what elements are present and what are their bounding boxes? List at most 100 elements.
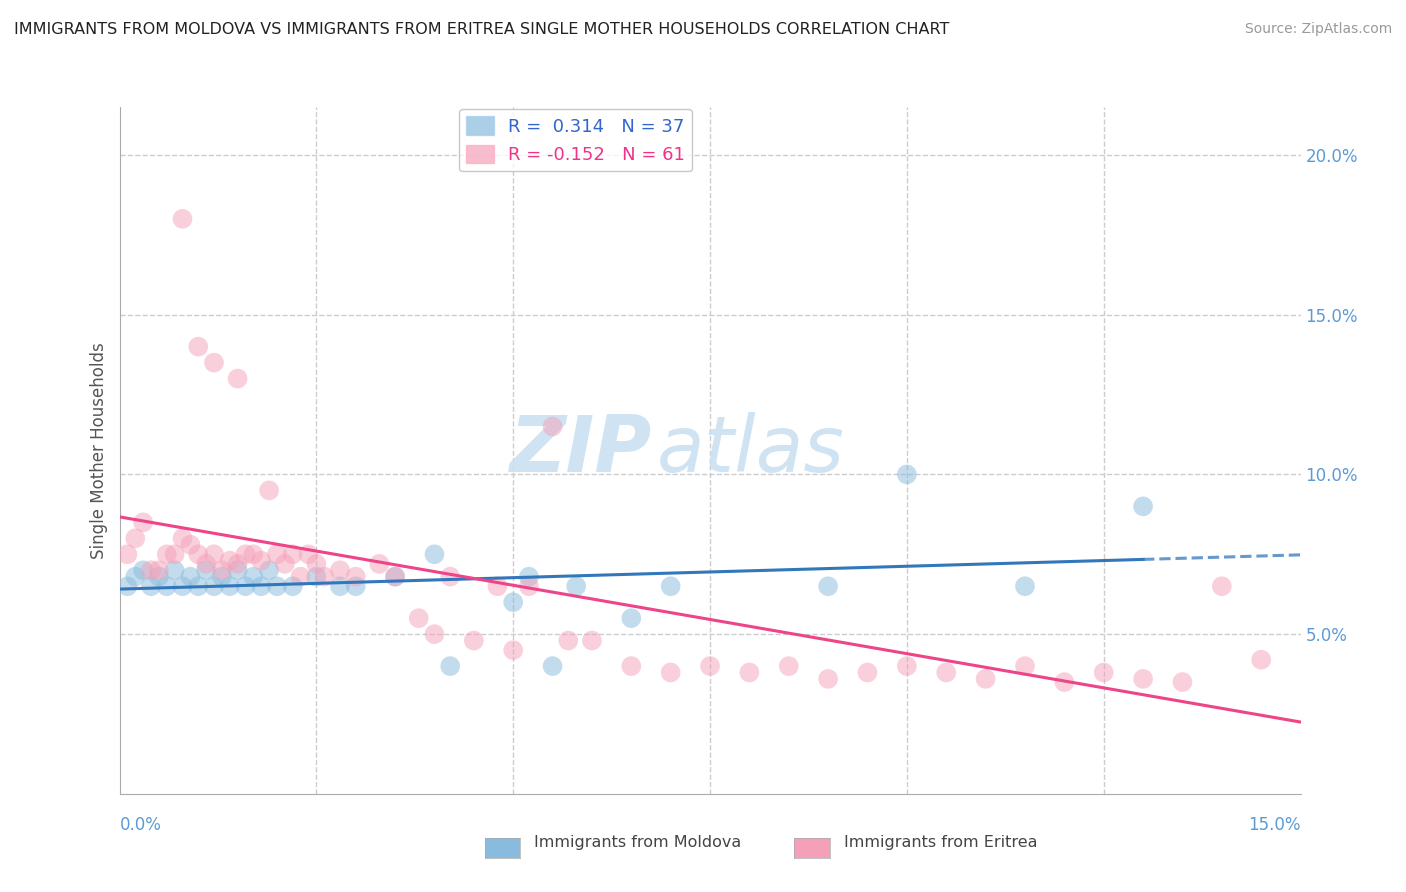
Point: [1014, 579, 1036, 593]
Text: atlas: atlas: [657, 412, 845, 489]
Point: [226, 557, 249, 571]
Point: [117, 547, 139, 561]
Point: [517, 579, 540, 593]
Text: ZIP: ZIP: [509, 412, 651, 489]
Point: [257, 483, 280, 498]
Point: [281, 579, 304, 593]
Point: [187, 340, 209, 354]
Point: [172, 211, 194, 226]
Point: [329, 579, 352, 593]
Point: [132, 516, 155, 530]
Point: [117, 579, 139, 593]
Point: [541, 659, 564, 673]
Point: [156, 547, 179, 561]
Point: [172, 579, 194, 593]
Point: [235, 579, 257, 593]
Point: [226, 563, 249, 577]
Point: [250, 554, 273, 568]
Point: [659, 665, 682, 680]
Text: 0.0%: 0.0%: [120, 816, 162, 834]
Point: [211, 563, 233, 577]
Text: Source: ZipAtlas.com: Source: ZipAtlas.com: [1244, 22, 1392, 37]
Point: [699, 659, 721, 673]
Point: [218, 554, 240, 568]
Point: [195, 563, 218, 577]
Point: [266, 547, 288, 561]
Point: [439, 659, 461, 673]
Point: [1053, 675, 1076, 690]
Point: [896, 467, 918, 482]
Point: [329, 563, 352, 577]
Point: [344, 569, 367, 583]
Point: [1211, 579, 1233, 593]
Point: [242, 547, 264, 561]
Point: [281, 547, 304, 561]
Point: [202, 356, 225, 370]
Point: [124, 531, 146, 545]
Point: [226, 371, 249, 385]
Point: [974, 672, 997, 686]
Point: [738, 665, 761, 680]
Point: [408, 611, 430, 625]
Point: [202, 547, 225, 561]
Point: [502, 595, 524, 609]
Point: [463, 633, 485, 648]
Point: [423, 627, 446, 641]
Text: Immigrants from Eritrea: Immigrants from Eritrea: [844, 836, 1038, 850]
Point: [1250, 653, 1272, 667]
Point: [1014, 659, 1036, 673]
Point: [179, 538, 201, 552]
Point: [179, 569, 201, 583]
Point: [541, 419, 564, 434]
Point: [517, 569, 540, 583]
Point: [439, 569, 461, 583]
Legend: R =  0.314   N = 37, R = -0.152   N = 61: R = 0.314 N = 37, R = -0.152 N = 61: [460, 109, 692, 171]
Point: [1171, 675, 1194, 690]
Point: [266, 579, 288, 593]
Point: [257, 563, 280, 577]
Point: [368, 557, 391, 571]
Point: [187, 579, 209, 593]
Point: [163, 547, 186, 561]
Point: [290, 569, 312, 583]
Point: [139, 579, 162, 593]
Point: [139, 563, 162, 577]
Point: [344, 579, 367, 593]
Point: [235, 547, 257, 561]
Point: [620, 611, 643, 625]
Point: [124, 569, 146, 583]
Point: [817, 672, 839, 686]
Point: [778, 659, 800, 673]
Point: [384, 569, 406, 583]
Text: IMMIGRANTS FROM MOLDOVA VS IMMIGRANTS FROM ERITREA SINGLE MOTHER HOUSEHOLDS CORR: IMMIGRANTS FROM MOLDOVA VS IMMIGRANTS FR…: [14, 22, 949, 37]
Point: [817, 579, 839, 593]
Point: [305, 557, 328, 571]
Point: [935, 665, 957, 680]
Point: [305, 569, 328, 583]
Point: [195, 557, 218, 571]
Point: [896, 659, 918, 673]
Point: [211, 569, 233, 583]
Point: [620, 659, 643, 673]
Point: [384, 569, 406, 583]
Point: [172, 531, 194, 545]
Point: [565, 579, 588, 593]
Point: [242, 569, 264, 583]
Point: [423, 547, 446, 561]
Point: [314, 569, 336, 583]
Point: [187, 547, 209, 561]
Point: [156, 579, 179, 593]
Point: [250, 579, 273, 593]
Point: [557, 633, 579, 648]
Point: [502, 643, 524, 657]
Text: Immigrants from Moldova: Immigrants from Moldova: [534, 836, 741, 850]
Point: [297, 547, 319, 561]
Point: [132, 563, 155, 577]
Point: [163, 563, 186, 577]
Y-axis label: Single Mother Households: Single Mother Households: [90, 343, 108, 558]
Point: [148, 563, 170, 577]
Point: [659, 579, 682, 593]
Point: [274, 557, 297, 571]
Text: 15.0%: 15.0%: [1249, 816, 1301, 834]
Point: [202, 579, 225, 593]
